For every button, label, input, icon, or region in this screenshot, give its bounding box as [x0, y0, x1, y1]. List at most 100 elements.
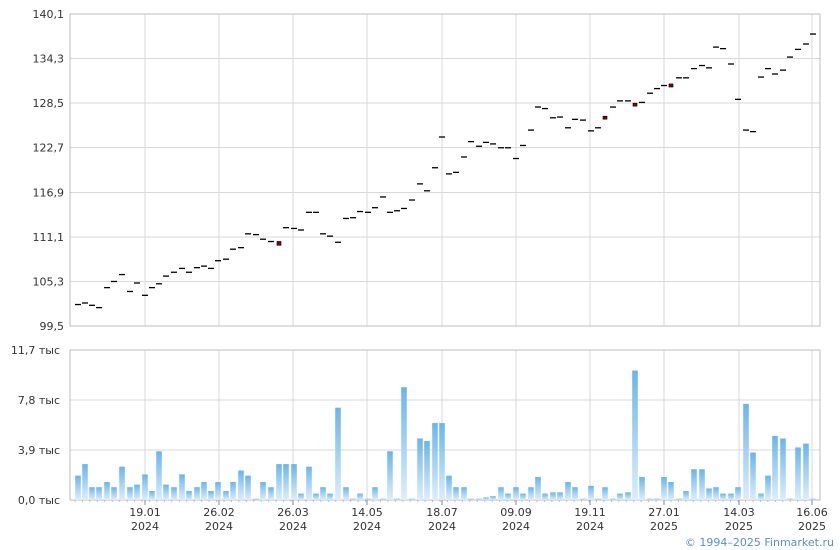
price-mark — [557, 116, 563, 118]
price-candle — [668, 83, 674, 88]
price-mark — [439, 136, 445, 138]
volume-bar — [528, 487, 534, 500]
volume-bar — [743, 403, 749, 500]
price-mark — [595, 127, 601, 129]
volume-bar — [787, 498, 793, 500]
price-mark — [803, 43, 809, 45]
price-mark — [735, 98, 741, 101]
volume-bar — [75, 475, 81, 500]
x-tick-date: 14.03 — [723, 506, 755, 519]
volume-bar — [82, 464, 88, 500]
volume-bar — [365, 498, 371, 500]
price-mark — [104, 286, 110, 289]
volume-bar — [387, 451, 393, 500]
volume-bar — [772, 435, 778, 500]
volume-bar — [446, 475, 452, 500]
volume-bar — [276, 464, 282, 500]
price-mark — [625, 100, 631, 102]
volume-bar — [306, 466, 312, 500]
volume-bar — [417, 438, 423, 500]
price-mark — [82, 302, 88, 304]
volume-bar — [149, 491, 155, 500]
x-tick-year: 2025 — [650, 520, 678, 533]
volume-bar — [142, 474, 148, 500]
price-mark — [186, 271, 192, 273]
price-mark — [706, 67, 712, 69]
price-tick-label: 134,3 — [33, 53, 65, 66]
volume-bar — [223, 491, 229, 500]
volume-bar — [550, 492, 556, 500]
volume-bar — [520, 493, 526, 500]
volume-bar — [372, 487, 378, 500]
volume-bar — [654, 498, 660, 500]
price-mark — [720, 47, 726, 50]
volume-bar — [230, 482, 236, 500]
price-tick-label: 128,5 — [33, 97, 65, 110]
price-mark — [350, 217, 356, 219]
volume-bar — [505, 493, 511, 500]
volume-bar — [432, 423, 438, 500]
price-mark — [171, 271, 177, 273]
volume-bar — [602, 487, 608, 500]
price-tick-label: 99,5 — [40, 320, 65, 333]
price-mark — [468, 140, 474, 143]
price-mark — [691, 67, 697, 70]
x-axis: 19.01202426.02202426.03202414.05202418.0… — [74, 500, 828, 533]
price-mark — [394, 210, 400, 212]
price-mark — [230, 248, 236, 250]
price-mark — [163, 275, 169, 277]
volume-bar — [780, 438, 786, 500]
volume-tick-label: 3,9 тыс — [18, 444, 60, 457]
price-mark — [327, 235, 333, 237]
price-mark — [639, 101, 645, 104]
volume-bar — [795, 447, 801, 500]
price-mark — [260, 238, 266, 240]
price-mark — [194, 266, 200, 269]
volume-bar — [111, 487, 117, 500]
price-mark — [111, 280, 117, 283]
price-mark — [253, 233, 259, 236]
price-mark — [335, 241, 341, 243]
volume-bar — [439, 423, 445, 500]
price-y-axis: 140,1 134,3 128,5 122,7 116,9 111,1 105,3 99,5 — [33, 8, 65, 333]
x-tick-year: 2024 — [205, 520, 233, 533]
price-mark — [780, 69, 786, 71]
price-mark — [89, 304, 95, 306]
volume-tick-label: 7,8 тыс — [18, 394, 60, 407]
volume-bar — [335, 407, 341, 500]
volume-bar — [327, 493, 333, 500]
price-mark — [432, 167, 438, 169]
x-tick-date: 18.07 — [426, 506, 458, 519]
volume-bar — [498, 487, 504, 500]
price-mark — [542, 107, 548, 110]
price-mark — [119, 273, 125, 276]
price-mark — [505, 147, 511, 149]
price-candle — [632, 102, 638, 107]
volume-bar — [194, 487, 200, 500]
x-tick-date: 14.05 — [351, 506, 383, 519]
volume-tick-label: 0,0 тыс — [18, 494, 60, 507]
price-mark — [810, 33, 816, 35]
volume-bar — [476, 498, 482, 500]
price-tick-label: 116,9 — [33, 186, 65, 199]
x-tick-date: 19.01 — [129, 506, 161, 519]
price-mark — [772, 73, 778, 75]
volume-bar — [260, 482, 266, 500]
price-mark — [343, 217, 349, 220]
volume-bar — [588, 485, 594, 500]
volume-bar — [215, 482, 221, 500]
price-mark — [127, 290, 133, 293]
price-tick-label: 140,1 — [33, 8, 65, 21]
volume-bar — [283, 464, 289, 500]
volume-bar — [647, 498, 653, 500]
price-mark — [647, 92, 653, 94]
price-mark — [283, 227, 289, 229]
price-mark — [565, 127, 571, 129]
price-mark — [306, 211, 312, 213]
x-tick-year: 2025 — [798, 520, 826, 533]
price-mark — [96, 306, 102, 309]
x-tick-year: 2025 — [725, 520, 753, 533]
price-mark — [208, 267, 214, 270]
x-tick-date: 19.11 — [574, 506, 606, 519]
volume-bar — [735, 487, 741, 500]
